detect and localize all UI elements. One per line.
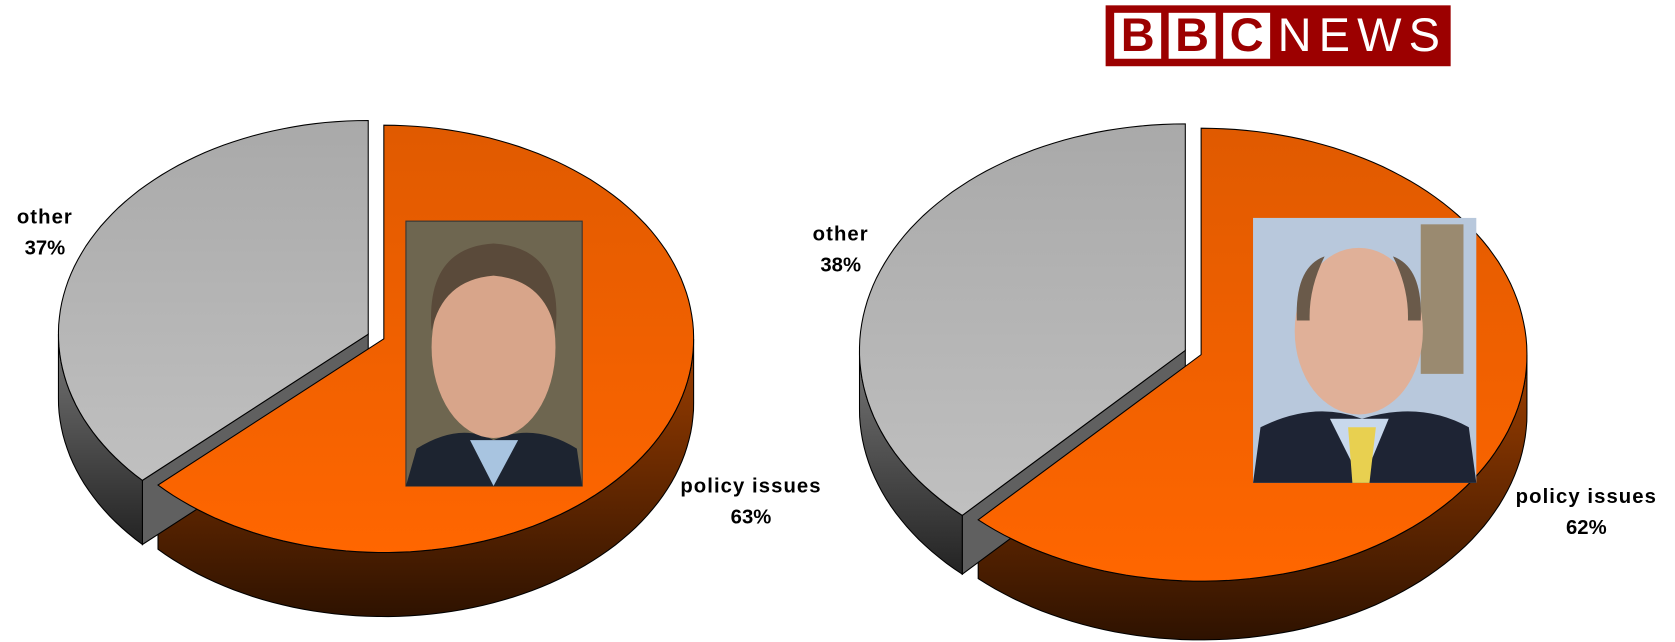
logo-letter: C	[1230, 8, 1264, 61]
slice-value-label: 37%	[25, 237, 66, 259]
slice-value-label: 63%	[731, 506, 772, 528]
logo-box	[1223, 12, 1271, 59]
logo-box	[1114, 12, 1162, 59]
pie-slice	[858, 123, 1186, 517]
photo-shirt	[470, 440, 519, 487]
bbc-logo: B B C NEWS	[1105, 5, 1451, 67]
photo	[1253, 217, 1477, 483]
pie-chart: policy issues 62% other 38%	[813, 123, 1657, 641]
photo-face	[1294, 247, 1423, 415]
photo-hair	[431, 243, 557, 332]
photo	[405, 220, 583, 487]
pie-slice	[57, 119, 369, 482]
slice-label: other	[17, 206, 73, 228]
slice-label: policy issues	[1516, 486, 1657, 508]
photo-face	[431, 256, 556, 438]
photo-tower	[1420, 224, 1464, 374]
slice-label: policy issues	[680, 475, 821, 497]
logo-bg	[1105, 5, 1451, 67]
slice-label: other	[813, 223, 869, 245]
logo-letter: B	[1175, 8, 1209, 61]
photo-hair	[1296, 256, 1421, 321]
logo-word: NEWS	[1278, 8, 1440, 61]
slice-value-label: 62%	[1566, 517, 1607, 539]
photo-tie	[1348, 427, 1376, 483]
logo-box	[1168, 12, 1216, 59]
logo-letter: B	[1121, 8, 1155, 61]
slice-value-label: 38%	[820, 254, 861, 276]
